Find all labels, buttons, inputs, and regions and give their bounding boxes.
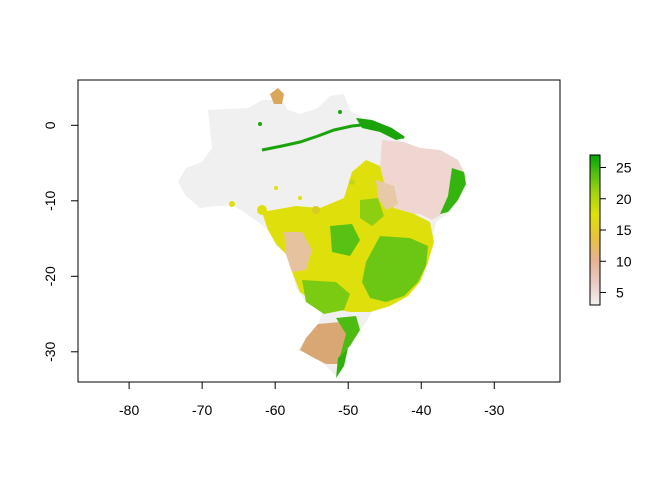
colorbar-tick-label: 5 xyxy=(616,285,624,301)
river-amazon-mouth xyxy=(356,118,404,140)
x-tick-label: -50 xyxy=(338,402,358,418)
region-pantanal xyxy=(284,232,312,272)
speckle xyxy=(298,196,302,200)
region-southeast-green xyxy=(362,236,428,302)
speckle xyxy=(349,179,355,185)
region-coast-green xyxy=(336,348,348,378)
y-tick-label: -20 xyxy=(42,266,58,286)
speckle xyxy=(258,122,262,126)
speckle xyxy=(338,110,342,114)
x-tick-label: -30 xyxy=(484,402,504,418)
x-tick-label: -60 xyxy=(265,402,285,418)
speckle xyxy=(229,201,235,207)
region-rs xyxy=(300,322,350,364)
region-ne-coast xyxy=(440,168,466,214)
y-axis: 0 -10 -20 -30 xyxy=(42,121,78,362)
colorbar-tick-label: 15 xyxy=(616,222,632,238)
speckle xyxy=(312,206,320,214)
colorbar-ramp xyxy=(589,154,601,306)
y-tick-label: -10 xyxy=(42,190,58,210)
colorbar-tick-label: 25 xyxy=(616,160,632,176)
map-layer xyxy=(178,88,466,378)
x-tick-label: -40 xyxy=(411,402,431,418)
y-tick-label: -30 xyxy=(42,341,58,361)
region-roraima xyxy=(270,88,284,104)
region-central-green xyxy=(330,224,360,256)
plot-frame xyxy=(77,79,561,383)
region-northeast xyxy=(380,140,466,220)
y-tick-label: 0 xyxy=(42,121,58,129)
speckle xyxy=(257,205,267,215)
region-sc-green xyxy=(336,316,360,356)
colorbar-tick-label: 20 xyxy=(616,191,632,207)
x-tick-label: -80 xyxy=(119,402,139,418)
colorbar-ticks: 5 10 15 20 25 xyxy=(600,160,632,301)
region-mg-tan xyxy=(376,180,398,210)
x-tick-label: -70 xyxy=(192,402,212,418)
colorbar: 5 10 15 20 25 xyxy=(589,154,632,306)
region-goias-green xyxy=(360,198,384,226)
region-parana-green xyxy=(302,280,350,314)
colorbar-tick-label: 10 xyxy=(616,253,632,269)
speckle xyxy=(274,186,278,190)
x-axis: -80 -70 -60 -50 -40 -30 xyxy=(119,382,505,418)
